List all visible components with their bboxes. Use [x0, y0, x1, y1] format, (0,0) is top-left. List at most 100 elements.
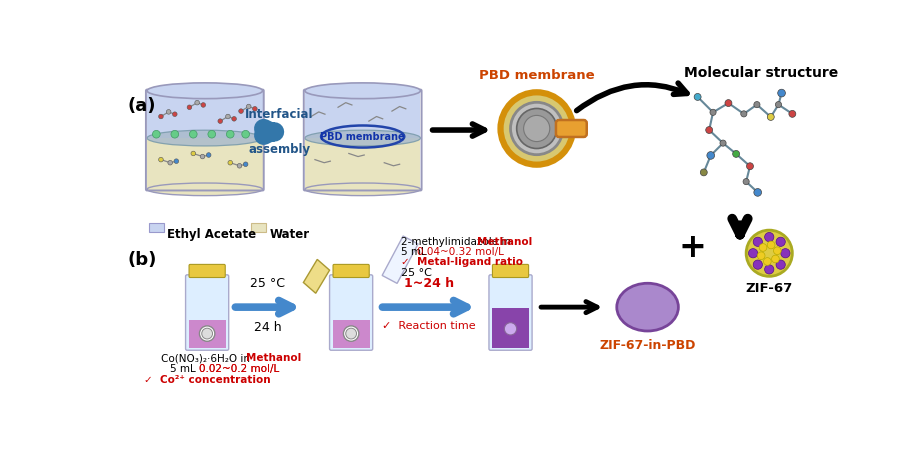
Bar	[304, 138, 420, 189]
Circle shape	[246, 104, 251, 109]
Circle shape	[152, 130, 160, 138]
Circle shape	[172, 112, 177, 117]
Circle shape	[523, 115, 549, 142]
Circle shape	[225, 114, 230, 119]
Text: Interfacial: Interfacial	[245, 108, 313, 121]
Text: ✓  Co²⁺ concentration: ✓ Co²⁺ concentration	[144, 375, 271, 385]
FancyBboxPatch shape	[492, 264, 528, 277]
Circle shape	[766, 241, 774, 249]
Circle shape	[753, 189, 761, 196]
Text: 0.04~0.32 mol/L: 0.04~0.32 mol/L	[416, 247, 503, 257]
Text: ✓  Metal-ligand ratio: ✓ Metal-ligand ratio	[401, 257, 523, 267]
Text: PBD membrane: PBD membrane	[320, 131, 404, 142]
Text: 24 h: 24 h	[254, 321, 281, 334]
Polygon shape	[303, 259, 329, 293]
Circle shape	[231, 117, 236, 121]
Circle shape	[343, 326, 358, 341]
Bar	[147, 91, 262, 138]
Circle shape	[200, 103, 205, 107]
Circle shape	[752, 237, 762, 246]
Circle shape	[201, 328, 212, 339]
Circle shape	[168, 160, 172, 165]
Text: Molecular structure: Molecular structure	[683, 66, 838, 80]
Circle shape	[510, 102, 562, 155]
Circle shape	[740, 111, 746, 117]
Circle shape	[780, 248, 789, 258]
FancyBboxPatch shape	[185, 275, 229, 350]
Circle shape	[190, 151, 195, 156]
Circle shape	[732, 150, 739, 157]
Circle shape	[243, 162, 248, 166]
Ellipse shape	[147, 130, 262, 146]
Circle shape	[700, 169, 706, 176]
Circle shape	[237, 164, 241, 168]
Bar	[333, 320, 369, 348]
Text: 2-methylimidazole in: 2-methylimidazole in	[401, 237, 514, 247]
Text: ZIF-67: ZIF-67	[745, 283, 792, 295]
Bar	[251, 223, 266, 232]
Text: ZIF-67-in-PBD: ZIF-67-in-PBD	[599, 339, 695, 353]
FancyBboxPatch shape	[488, 275, 531, 350]
FancyBboxPatch shape	[189, 264, 225, 277]
Circle shape	[771, 255, 778, 263]
Ellipse shape	[304, 83, 420, 99]
Circle shape	[752, 260, 762, 269]
Ellipse shape	[304, 183, 420, 196]
Text: (b): (b)	[127, 251, 157, 269]
Circle shape	[208, 130, 215, 138]
Circle shape	[200, 326, 215, 341]
Text: 0.02~0.2 mol/L: 0.02~0.2 mol/L	[200, 364, 280, 374]
Circle shape	[228, 160, 232, 165]
Bar	[189, 320, 225, 348]
Circle shape	[166, 109, 170, 114]
FancyBboxPatch shape	[556, 120, 586, 137]
Text: PBD membrane: PBD membrane	[478, 69, 594, 82]
Circle shape	[719, 140, 725, 146]
Circle shape	[724, 100, 732, 107]
Ellipse shape	[616, 283, 678, 331]
Text: Ethyl Acetate: Ethyl Acetate	[167, 228, 256, 241]
Text: 5 mL: 5 mL	[401, 247, 430, 257]
Circle shape	[709, 109, 715, 115]
Circle shape	[218, 119, 222, 123]
Text: ✓  Reaction time: ✓ Reaction time	[382, 321, 476, 331]
Circle shape	[159, 157, 163, 162]
Circle shape	[705, 127, 711, 134]
FancyBboxPatch shape	[333, 264, 369, 277]
Text: assembly: assembly	[248, 143, 311, 155]
Text: 1~24 h: 1~24 h	[404, 277, 454, 290]
Ellipse shape	[147, 83, 262, 99]
Circle shape	[763, 232, 773, 242]
Circle shape	[206, 153, 210, 157]
Polygon shape	[382, 236, 417, 283]
Text: Water: Water	[270, 228, 310, 241]
Bar	[492, 308, 528, 348]
Circle shape	[753, 101, 759, 108]
Text: 25 °C: 25 °C	[401, 268, 432, 278]
Circle shape	[706, 152, 714, 159]
Circle shape	[195, 100, 200, 105]
Circle shape	[504, 323, 517, 335]
Circle shape	[748, 248, 757, 258]
Circle shape	[159, 114, 163, 119]
Text: Methanol: Methanol	[245, 353, 301, 364]
Circle shape	[788, 110, 795, 118]
Bar	[147, 138, 262, 189]
Text: 25 °C: 25 °C	[251, 277, 285, 290]
Circle shape	[517, 109, 556, 148]
Circle shape	[756, 252, 764, 260]
Circle shape	[746, 163, 752, 170]
Circle shape	[174, 159, 179, 164]
Circle shape	[766, 113, 773, 120]
Bar	[304, 91, 420, 138]
Ellipse shape	[304, 130, 420, 146]
Text: (a): (a)	[127, 97, 156, 115]
Circle shape	[745, 230, 792, 276]
Circle shape	[200, 154, 205, 159]
Text: Methanol: Methanol	[476, 237, 531, 247]
Text: Co(NO₃)₂·6H₂O in: Co(NO₃)₂·6H₂O in	[161, 353, 253, 364]
Circle shape	[345, 328, 356, 339]
Circle shape	[774, 101, 781, 108]
Circle shape	[170, 130, 179, 138]
Bar	[148, 223, 164, 232]
